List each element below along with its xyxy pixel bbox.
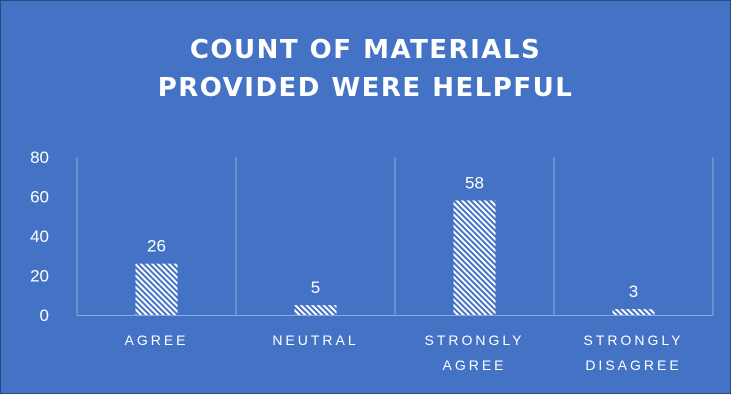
x-tick-label: STRONGLY (584, 332, 684, 348)
y-tick-label: 40 (30, 227, 49, 246)
x-tick-label: STRONGLY (425, 332, 525, 348)
data-label: 26 (147, 237, 166, 256)
labels: 0 20 40 60 80 26 AGREE 5 NEUTRAL 58 STRONGLY AGREE 3… (30, 148, 684, 373)
data-label: 5 (311, 278, 320, 297)
bar (135, 263, 178, 315)
y-tick-label: 60 (30, 188, 49, 207)
data-label: 58 (465, 173, 484, 192)
x-tick-label: AGREE (124, 332, 188, 348)
chart-title: COUNT OF MATERIALS PROVIDED WERE HELPFUL (157, 35, 574, 103)
bars (135, 200, 655, 315)
y-tick-label: 80 (30, 148, 49, 167)
x-tick-label: AGREE (442, 357, 506, 373)
bar (453, 200, 496, 315)
gridlines (76, 157, 714, 316)
data-label: 3 (629, 282, 638, 301)
y-tick-label: 20 (30, 267, 49, 286)
bar (612, 309, 655, 315)
x-tick-label: DISAGREE (585, 357, 681, 373)
x-tick-label: NEUTRAL (272, 332, 358, 348)
bar (294, 305, 337, 315)
y-tick-label: 0 (40, 306, 49, 325)
